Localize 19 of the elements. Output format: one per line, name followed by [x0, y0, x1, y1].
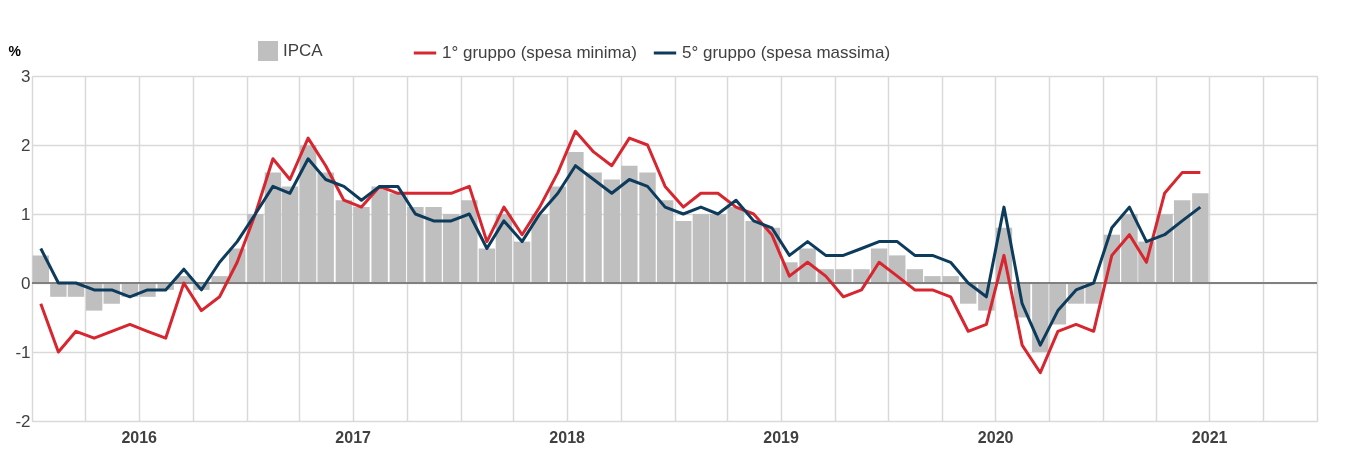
line-series: [39, 157, 1202, 347]
x-tick-label: 2020: [977, 428, 1014, 446]
legend-label: 5° gruppo (spesa massima): [682, 43, 891, 62]
y-axis-title: %: [8, 42, 22, 59]
y-tick-label: 2: [21, 135, 31, 155]
x-tick-label: 2016: [121, 428, 158, 446]
legend-label: 1° gruppo (spesa minima): [442, 43, 637, 62]
y-tick-label: 0: [21, 273, 31, 293]
y-tick-label: 3: [21, 66, 31, 86]
x-tick-label: 2019: [763, 428, 799, 446]
x-tick-label: 2017: [335, 428, 372, 446]
y-tick-label: 1: [21, 204, 31, 224]
y-tick-label: -2: [15, 411, 31, 431]
x-tick-label: 2018: [549, 428, 586, 446]
y-tick-label: -1: [15, 342, 31, 362]
line-series: [39, 129, 1202, 375]
legend-label: IPCA: [283, 41, 324, 60]
bar: [1192, 193, 1209, 283]
x-tick-label: 2021: [1191, 428, 1228, 446]
